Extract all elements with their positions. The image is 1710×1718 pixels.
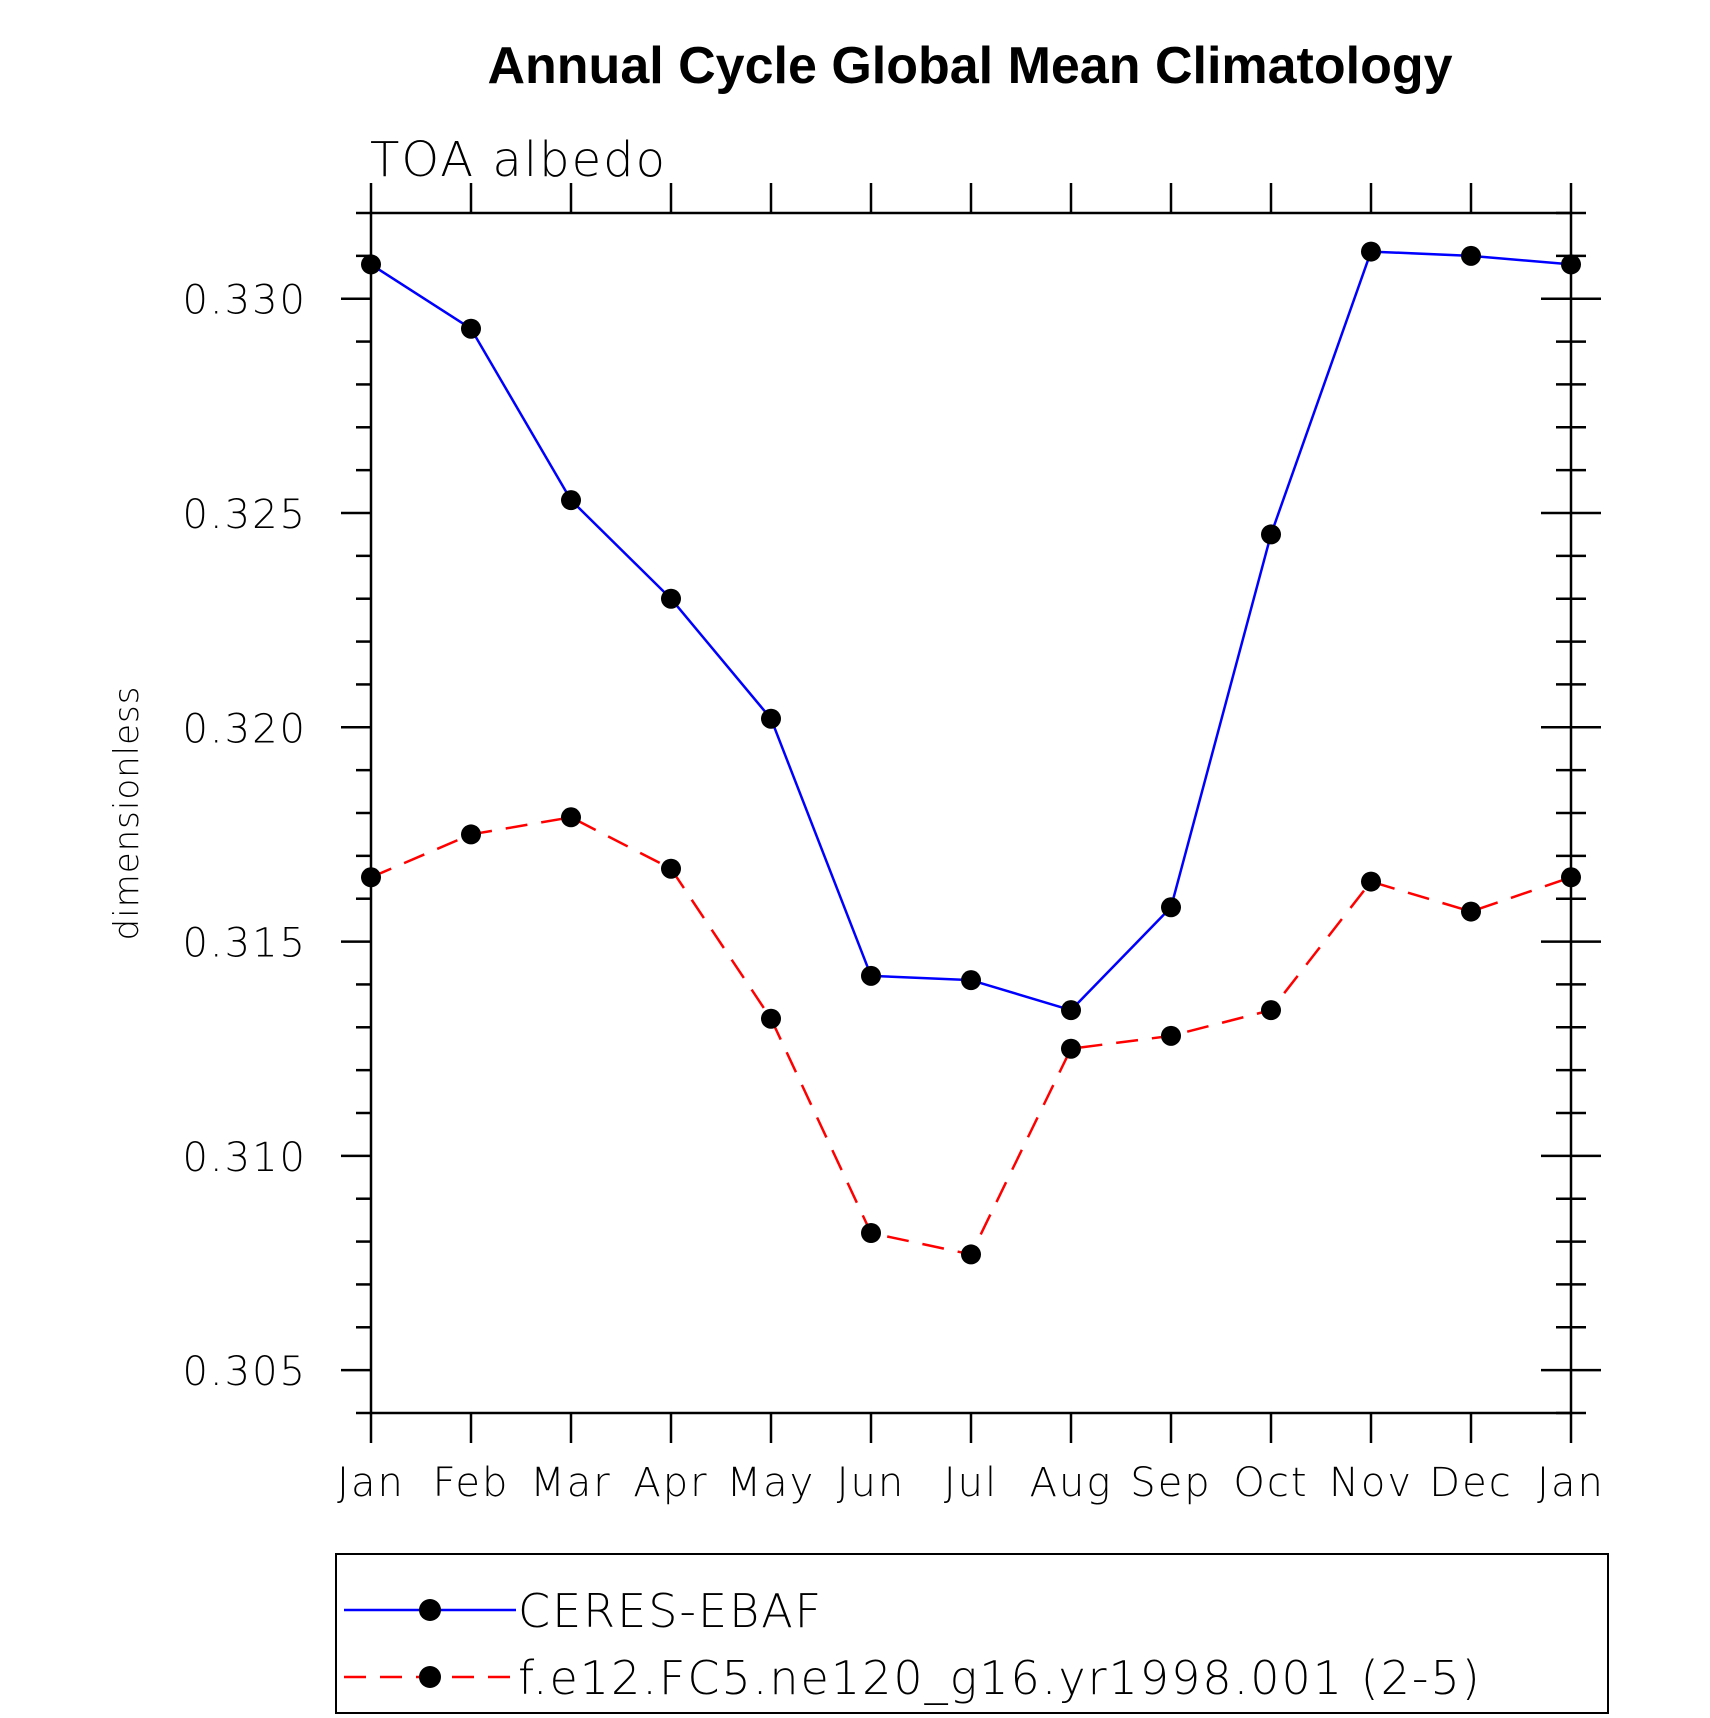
series-1-point [661, 858, 681, 879]
series-0-point [1261, 524, 1281, 545]
series-1-point [1561, 867, 1581, 888]
y-tick-label: 0.320 [182, 706, 307, 752]
x-tick-label: Aug [1030, 1460, 1113, 1506]
x-tick-label: Oct [1233, 1460, 1308, 1506]
x-tick-label: Nov [1329, 1460, 1413, 1506]
legend: CERES-EBAF f.e12.FC5.ne120_g16.yr1998.001… [344, 1584, 1482, 1705]
series-line-0 [370, 250, 1572, 1012]
series-1-point [1061, 1038, 1081, 1059]
x-tick-label: Jul [944, 1460, 998, 1506]
series-1-point [1361, 871, 1381, 892]
y-tick-label: 0.315 [182, 921, 307, 967]
series-0-point [1561, 254, 1581, 275]
legend-label-1: f.e12.FC5.ne120_g16.yr1998.001 (2-5) [518, 1651, 1482, 1705]
series-0-point [1161, 897, 1181, 918]
series-0-point [561, 490, 581, 511]
series-0-point [361, 254, 381, 275]
series-1-point [361, 867, 381, 888]
series-1-point [1261, 1000, 1281, 1021]
series-0-point [761, 708, 781, 729]
series-0-point [661, 588, 681, 609]
series-layer [361, 241, 1581, 1265]
x-tick-label: Sep [1130, 1460, 1211, 1506]
x-tick-label: Mar [530, 1460, 611, 1506]
series-0-point [1061, 1000, 1081, 1021]
chart-title: Annual Cycle Global Mean Climatology [487, 37, 1452, 95]
series-1-point [961, 1244, 981, 1265]
series-1-point [861, 1223, 881, 1243]
y-tick-label: 0.330 [182, 278, 307, 324]
legend-label-0: CERES-EBAF [518, 1584, 823, 1638]
series-0-point [861, 965, 881, 986]
series-1-point [1461, 901, 1481, 922]
plot-frame [369, 211, 1573, 1415]
x-tick-label: Jun [837, 1460, 906, 1506]
y-axis-label: dimensionless [107, 686, 147, 941]
x-tick-label: May [727, 1460, 816, 1506]
series-line-1 [370, 816, 1572, 1256]
series-0-point [961, 970, 981, 991]
series-1-point [761, 1008, 781, 1029]
y-tick-label: 0.305 [182, 1349, 307, 1395]
y-tick-label: 0.310 [182, 1135, 307, 1181]
series-1-point [561, 807, 581, 828]
legend-marker-0 [419, 1599, 441, 1621]
x-tick-label: Jan [1537, 1460, 1605, 1506]
axis-ticks: Jan Feb Mar Apr May Jun Jul Aug Sep Oct Nov Dec Jan 0… [182, 183, 1605, 1506]
series-0-point [1361, 241, 1381, 262]
y-tick-label: 0.325 [182, 492, 307, 538]
series-0-point [1461, 245, 1481, 266]
x-tick-label: Dec [1429, 1460, 1512, 1506]
legend-box [335, 1553, 1609, 1714]
series-0-point [461, 318, 481, 339]
x-tick-label: Jan [337, 1460, 405, 1506]
x-tick-label: Feb [433, 1460, 510, 1506]
chart-subtitle: TOA albedo [370, 132, 667, 188]
x-tick-label: Apr [633, 1460, 708, 1506]
series-1-point [461, 824, 481, 845]
series-1-point [1161, 1025, 1181, 1046]
legend-marker-1 [419, 1666, 441, 1688]
